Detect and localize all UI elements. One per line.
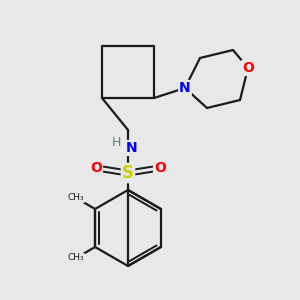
Text: N: N xyxy=(179,81,191,95)
Text: H: H xyxy=(111,136,121,148)
Text: CH₃: CH₃ xyxy=(68,194,84,202)
Text: O: O xyxy=(154,161,166,175)
Text: N: N xyxy=(126,141,138,155)
Text: O: O xyxy=(90,161,102,175)
Text: S: S xyxy=(122,164,134,182)
Text: CH₃: CH₃ xyxy=(68,254,84,262)
Text: O: O xyxy=(242,61,254,75)
